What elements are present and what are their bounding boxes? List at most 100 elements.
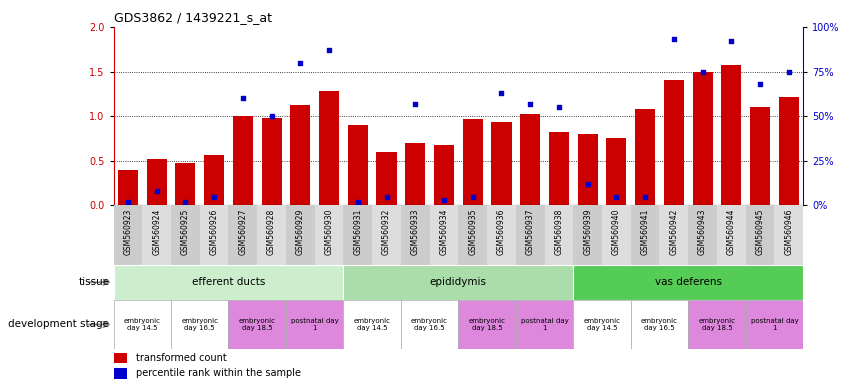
Point bbox=[782, 68, 796, 74]
Bar bbox=[692, 71, 712, 205]
Bar bbox=[430, 205, 458, 265]
Text: embryonic
day 14.5: embryonic day 14.5 bbox=[124, 318, 161, 331]
Bar bbox=[574, 205, 602, 265]
Bar bbox=[688, 300, 746, 349]
Bar bbox=[229, 205, 257, 265]
Bar bbox=[286, 205, 315, 265]
Bar bbox=[114, 353, 127, 363]
Point bbox=[121, 199, 135, 205]
Point bbox=[638, 194, 652, 200]
Bar bbox=[606, 139, 627, 205]
Bar bbox=[377, 152, 397, 205]
Bar bbox=[200, 205, 229, 265]
Text: GSM560931: GSM560931 bbox=[353, 209, 362, 255]
Text: development stage: development stage bbox=[8, 319, 109, 329]
Point bbox=[725, 38, 738, 44]
Text: GSM560925: GSM560925 bbox=[181, 209, 190, 255]
Point bbox=[466, 194, 479, 200]
Point bbox=[667, 36, 680, 43]
Bar bbox=[664, 81, 684, 205]
Text: tissue: tissue bbox=[78, 277, 109, 287]
Text: GSM560937: GSM560937 bbox=[526, 209, 535, 255]
Bar bbox=[372, 205, 401, 265]
Bar bbox=[659, 205, 688, 265]
Text: GSM560941: GSM560941 bbox=[641, 209, 649, 255]
Text: embryonic
day 16.5: embryonic day 16.5 bbox=[182, 318, 218, 331]
Bar bbox=[142, 205, 171, 265]
Bar bbox=[722, 65, 742, 205]
Bar bbox=[602, 205, 631, 265]
Bar bbox=[171, 205, 200, 265]
Bar bbox=[315, 205, 343, 265]
Text: embryonic
day 14.5: embryonic day 14.5 bbox=[354, 318, 390, 331]
Text: GSM560944: GSM560944 bbox=[727, 209, 736, 255]
Bar bbox=[118, 170, 138, 205]
Point bbox=[610, 194, 623, 200]
Bar bbox=[545, 205, 574, 265]
Text: GSM560926: GSM560926 bbox=[209, 209, 219, 255]
Bar bbox=[688, 205, 717, 265]
Bar bbox=[405, 143, 426, 205]
Text: GSM560945: GSM560945 bbox=[755, 209, 764, 255]
Bar bbox=[746, 205, 775, 265]
Text: GSM560946: GSM560946 bbox=[785, 209, 793, 255]
Bar bbox=[434, 145, 454, 205]
Text: embryonic
day 18.5: embryonic day 18.5 bbox=[699, 318, 735, 331]
Text: GSM560939: GSM560939 bbox=[583, 209, 592, 255]
Text: percentile rank within the sample: percentile rank within the sample bbox=[135, 368, 300, 378]
Text: postnatal day
1: postnatal day 1 bbox=[291, 318, 339, 331]
Text: embryonic
day 16.5: embryonic day 16.5 bbox=[641, 318, 678, 331]
Bar bbox=[549, 132, 569, 205]
Bar bbox=[114, 265, 343, 300]
Bar bbox=[487, 205, 516, 265]
Bar bbox=[631, 205, 659, 265]
Bar bbox=[574, 300, 631, 349]
Bar bbox=[717, 205, 746, 265]
Bar bbox=[343, 205, 372, 265]
Point bbox=[495, 90, 508, 96]
Point bbox=[581, 181, 595, 187]
Bar bbox=[458, 205, 487, 265]
Point bbox=[523, 101, 537, 107]
Bar bbox=[750, 107, 770, 205]
Point bbox=[265, 113, 278, 119]
Text: GDS3862 / 1439221_s_at: GDS3862 / 1439221_s_at bbox=[114, 11, 272, 24]
Bar bbox=[262, 118, 282, 205]
Bar bbox=[516, 300, 574, 349]
Text: transformed count: transformed count bbox=[135, 353, 226, 363]
Point bbox=[553, 104, 566, 110]
Bar bbox=[114, 300, 171, 349]
Text: GSM560943: GSM560943 bbox=[698, 209, 707, 255]
Text: GSM560934: GSM560934 bbox=[440, 209, 448, 255]
Bar bbox=[458, 300, 516, 349]
Bar bbox=[114, 205, 142, 265]
Bar bbox=[146, 159, 167, 205]
Bar bbox=[204, 154, 225, 205]
Text: GSM560936: GSM560936 bbox=[497, 209, 506, 255]
Text: GSM560929: GSM560929 bbox=[296, 209, 304, 255]
Text: efferent ducts: efferent ducts bbox=[192, 277, 265, 287]
Bar bbox=[401, 205, 430, 265]
Text: GSM560940: GSM560940 bbox=[612, 209, 621, 255]
Text: GSM560942: GSM560942 bbox=[669, 209, 679, 255]
Text: GSM560924: GSM560924 bbox=[152, 209, 161, 255]
Bar bbox=[286, 300, 343, 349]
Bar bbox=[746, 300, 803, 349]
Bar bbox=[635, 109, 655, 205]
Text: embryonic
day 16.5: embryonic day 16.5 bbox=[411, 318, 448, 331]
Point bbox=[294, 60, 307, 66]
Point bbox=[351, 199, 364, 205]
Bar bbox=[779, 96, 799, 205]
Text: postnatal day
1: postnatal day 1 bbox=[521, 318, 569, 331]
Point bbox=[380, 194, 394, 200]
Bar bbox=[229, 300, 286, 349]
Text: GSM560930: GSM560930 bbox=[325, 209, 334, 255]
Bar bbox=[401, 300, 458, 349]
Point bbox=[236, 95, 250, 101]
Point bbox=[178, 199, 192, 205]
Text: epididymis: epididymis bbox=[430, 277, 487, 287]
Bar bbox=[257, 205, 286, 265]
Text: embryonic
day 18.5: embryonic day 18.5 bbox=[468, 318, 505, 331]
Text: GSM560933: GSM560933 bbox=[410, 209, 420, 255]
Text: vas deferens: vas deferens bbox=[654, 277, 722, 287]
